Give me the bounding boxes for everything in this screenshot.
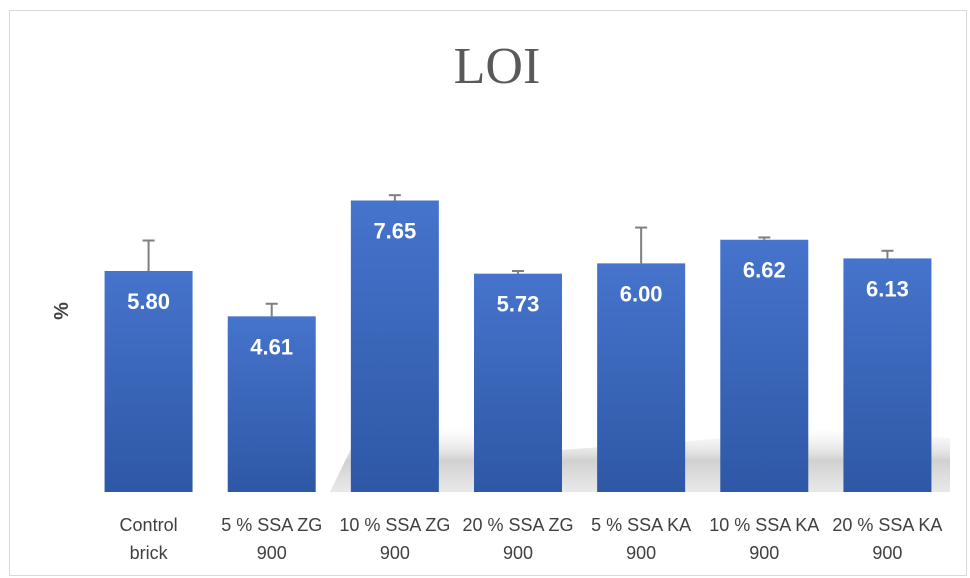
x-tick-label-1: 5 % SSA ZG 900	[221, 515, 322, 563]
x-tick-label-2: 10 % SSA ZG 900	[339, 515, 450, 563]
value-label-3: 5.73	[497, 292, 540, 317]
x-tick-label-3: 20 % SSA ZG 900	[462, 515, 573, 563]
bar-2	[350, 200, 439, 492]
bar-4	[597, 263, 686, 492]
bar-3	[474, 273, 562, 492]
x-tick-label-5: 10 % SSA KA 900	[709, 515, 819, 563]
bar-1	[227, 316, 316, 492]
x-tick-label-6: 20 % SSA KA 900	[832, 515, 942, 563]
value-label-1: 4.61	[250, 334, 293, 359]
error-bar-1	[265, 302, 278, 317]
value-label-0: 5.80	[127, 289, 170, 314]
bar-6	[843, 258, 932, 492]
value-label-4: 6.00	[620, 281, 663, 306]
error-bar-6	[881, 249, 894, 259]
bar-5	[720, 239, 809, 492]
value-label-2: 7.65	[373, 218, 416, 243]
error-bar-2	[388, 194, 401, 201]
error-bar-3	[512, 269, 524, 274]
value-labels-group: 5.80 4.61 7.65 5.73 6.00 6.62 6.13	[127, 218, 909, 359]
x-tick-label-4: 5 % SSA KA 900	[591, 515, 691, 563]
value-label-5: 6.62	[743, 258, 786, 283]
value-label-6: 6.13	[866, 276, 909, 301]
error-bars-group	[142, 194, 894, 317]
chart-title: LOI	[454, 38, 541, 95]
bar-0	[104, 270, 193, 492]
error-bar-0	[142, 239, 155, 271]
error-bar-4	[635, 226, 648, 264]
x-tick-label-0: Control brick	[120, 515, 178, 563]
bars-group	[104, 200, 932, 492]
error-bar-5	[758, 236, 771, 240]
y-axis-label: %	[51, 302, 73, 320]
